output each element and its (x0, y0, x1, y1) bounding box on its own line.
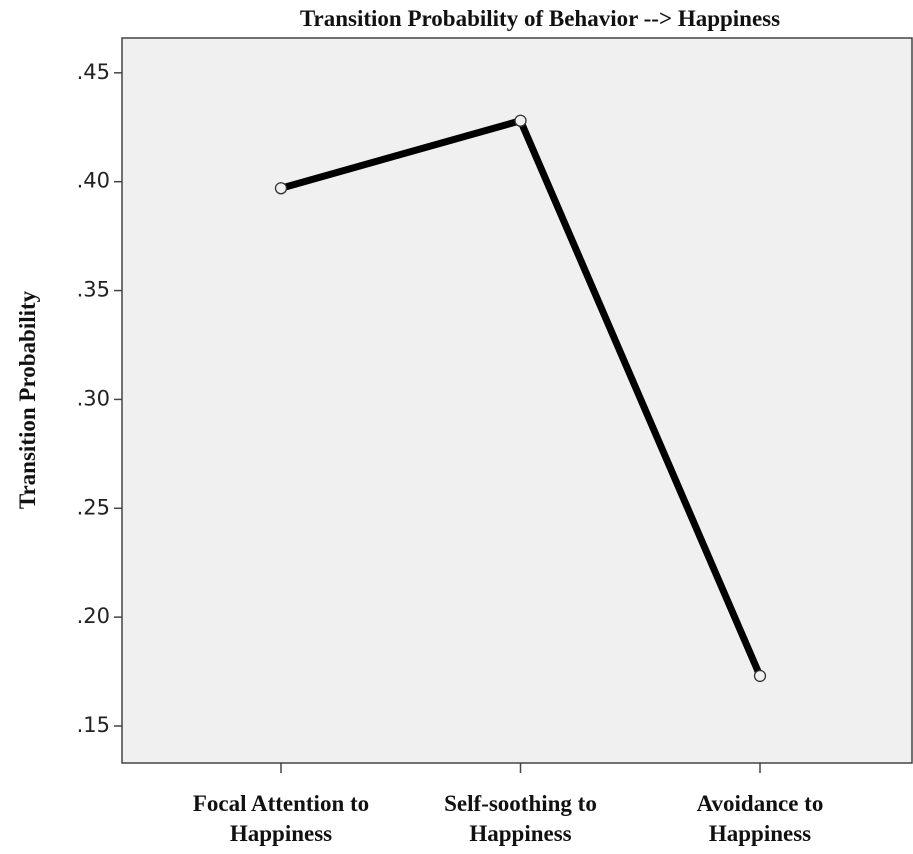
data-point (514, 114, 527, 127)
y-tick-label: .40 (77, 169, 110, 193)
data-point (753, 669, 767, 683)
y-tick-label: .20 (77, 604, 110, 628)
data-point (274, 182, 288, 195)
y-tick-label: .25 (77, 495, 110, 519)
x-tick-label: Self-soothing to Happiness (444, 791, 597, 846)
y-tick-label: .30 (77, 386, 110, 410)
y-tick-label: .35 (77, 278, 110, 302)
y-tick-label: .45 (77, 60, 110, 84)
x-tick-label: Avoidance to Happiness (697, 791, 824, 846)
y-tick-label: .15 (77, 713, 110, 737)
chart-title: Transition Probability of Behavior --> H… (300, 6, 780, 31)
plot-area (121, 37, 913, 764)
y-axis-label: Transition Probability (15, 290, 40, 509)
x-tick-label: Focal Attention to Happiness (193, 791, 369, 846)
